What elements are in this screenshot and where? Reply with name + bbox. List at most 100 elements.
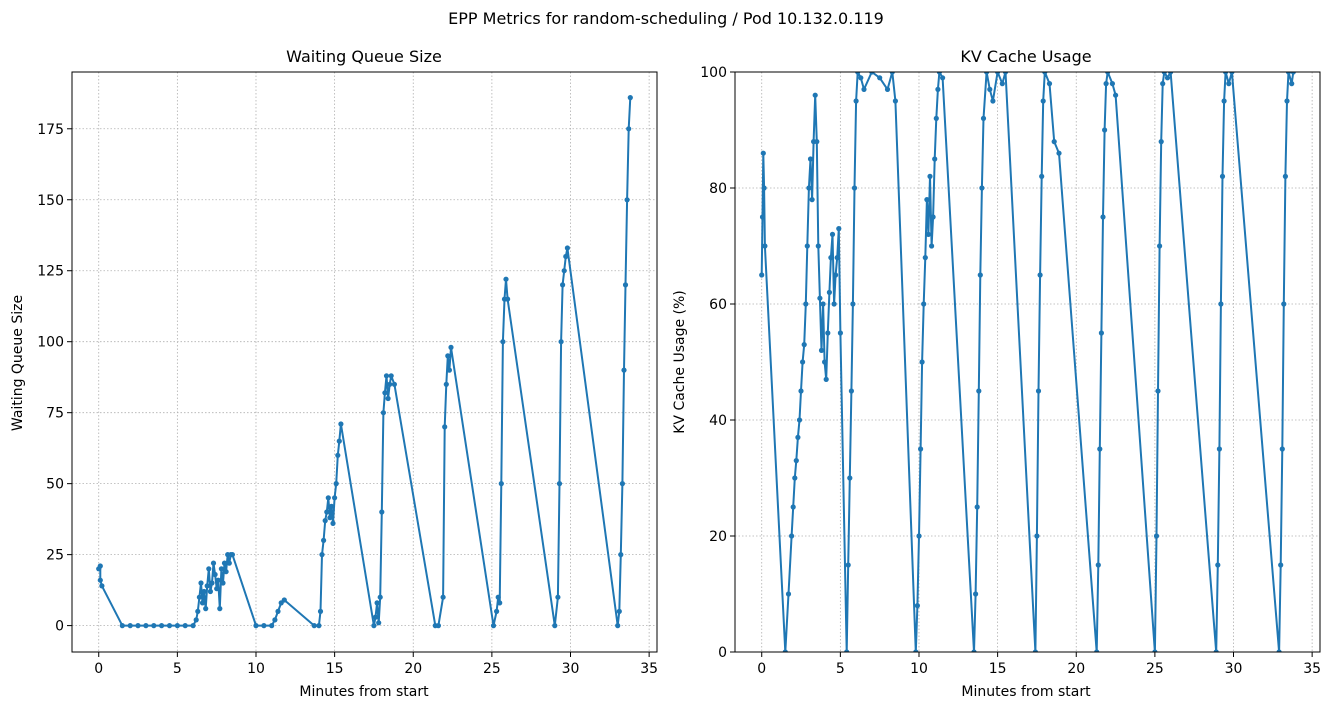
data-point bbox=[869, 72, 875, 75]
data-point bbox=[844, 649, 850, 652]
data-point bbox=[193, 617, 199, 623]
data-point bbox=[1039, 173, 1045, 179]
data-point bbox=[1113, 92, 1119, 98]
data-point bbox=[505, 296, 511, 302]
data-point bbox=[196, 594, 202, 600]
x-axis-label: Minutes from start bbox=[961, 684, 1091, 700]
data-point bbox=[930, 214, 936, 220]
data-point bbox=[490, 623, 497, 629]
y-tick-label: 100 bbox=[37, 335, 64, 351]
data-point bbox=[229, 552, 235, 558]
data-point bbox=[379, 509, 385, 515]
data-point bbox=[223, 569, 229, 575]
x-tick-label: 30 bbox=[562, 661, 580, 677]
data-point bbox=[332, 495, 338, 501]
data-point bbox=[626, 126, 632, 132]
data-point bbox=[143, 623, 149, 629]
data-point bbox=[809, 197, 815, 203]
data-point bbox=[831, 301, 837, 307]
data-point bbox=[1168, 72, 1174, 75]
data-point bbox=[916, 533, 922, 539]
data-point bbox=[374, 600, 380, 606]
data-point bbox=[1213, 649, 1219, 652]
data-point bbox=[619, 481, 626, 487]
data-point bbox=[761, 185, 767, 191]
data-point bbox=[552, 623, 558, 629]
data-point bbox=[1290, 72, 1296, 75]
data-point bbox=[1056, 150, 1062, 156]
data-point bbox=[275, 608, 281, 615]
data-point bbox=[204, 583, 210, 589]
data-point bbox=[253, 623, 259, 629]
data-point bbox=[1100, 214, 1106, 220]
data-point bbox=[913, 649, 919, 652]
x-tick-label: 20 bbox=[404, 661, 422, 677]
data-point bbox=[877, 75, 883, 81]
data-point bbox=[195, 608, 201, 615]
data-point bbox=[829, 231, 836, 237]
data-point bbox=[383, 373, 390, 379]
data-point bbox=[1035, 388, 1042, 394]
data-point bbox=[1285, 72, 1292, 75]
data-point bbox=[836, 226, 842, 232]
data-point bbox=[372, 614, 379, 620]
data-point bbox=[851, 185, 858, 191]
data-point bbox=[822, 359, 828, 365]
data-point bbox=[1278, 562, 1284, 568]
data-point bbox=[328, 503, 335, 509]
data-point bbox=[558, 339, 564, 345]
data-point bbox=[795, 434, 801, 440]
data-point bbox=[207, 588, 213, 595]
x-tick-label: 25 bbox=[1146, 661, 1164, 677]
data-point bbox=[801, 342, 807, 348]
data-point bbox=[615, 623, 621, 629]
data-point bbox=[977, 272, 983, 278]
data-point bbox=[385, 395, 391, 402]
x-tick-label: 30 bbox=[1225, 661, 1243, 677]
data-point bbox=[119, 623, 125, 629]
data-point bbox=[918, 446, 924, 452]
data-point bbox=[850, 301, 856, 307]
data-point bbox=[97, 563, 103, 569]
data-point bbox=[371, 623, 377, 629]
data-point bbox=[796, 417, 803, 423]
data-point bbox=[837, 330, 844, 336]
data-point bbox=[984, 72, 990, 75]
data-point bbox=[555, 594, 561, 600]
data-point bbox=[889, 72, 895, 75]
data-point bbox=[321, 537, 327, 544]
x-tick-label: 5 bbox=[173, 661, 182, 677]
data-point bbox=[1094, 649, 1100, 652]
data-point bbox=[494, 608, 500, 615]
data-point bbox=[760, 150, 766, 156]
data-point bbox=[1103, 81, 1109, 87]
data-point bbox=[1276, 649, 1282, 652]
data-point bbox=[1032, 649, 1038, 652]
figure-suptitle: EPP Metrics for random-scheduling / Pod … bbox=[448, 9, 884, 28]
data-point bbox=[798, 388, 804, 394]
data-point bbox=[272, 617, 278, 623]
data-point bbox=[1229, 72, 1235, 75]
data-point bbox=[892, 98, 899, 104]
data-point bbox=[1158, 139, 1164, 145]
x-tick-label: 35 bbox=[1303, 661, 1321, 677]
data-point bbox=[815, 243, 821, 249]
data-point bbox=[135, 623, 141, 629]
data-point bbox=[190, 623, 196, 629]
data-point bbox=[1095, 562, 1101, 568]
data-point bbox=[99, 583, 105, 589]
data-point bbox=[391, 381, 397, 387]
data-point bbox=[497, 600, 503, 606]
data-point bbox=[980, 115, 987, 121]
data-point bbox=[823, 376, 829, 382]
data-point bbox=[322, 518, 328, 524]
data-point bbox=[214, 586, 220, 592]
data-point bbox=[1153, 533, 1160, 539]
y-tick-label: 150 bbox=[37, 193, 64, 209]
data-point bbox=[861, 86, 867, 92]
data-point bbox=[1105, 72, 1111, 75]
data-point bbox=[1109, 81, 1115, 87]
data-point bbox=[556, 481, 563, 487]
data-point bbox=[498, 481, 504, 487]
y-tick-label: 40 bbox=[709, 413, 727, 429]
